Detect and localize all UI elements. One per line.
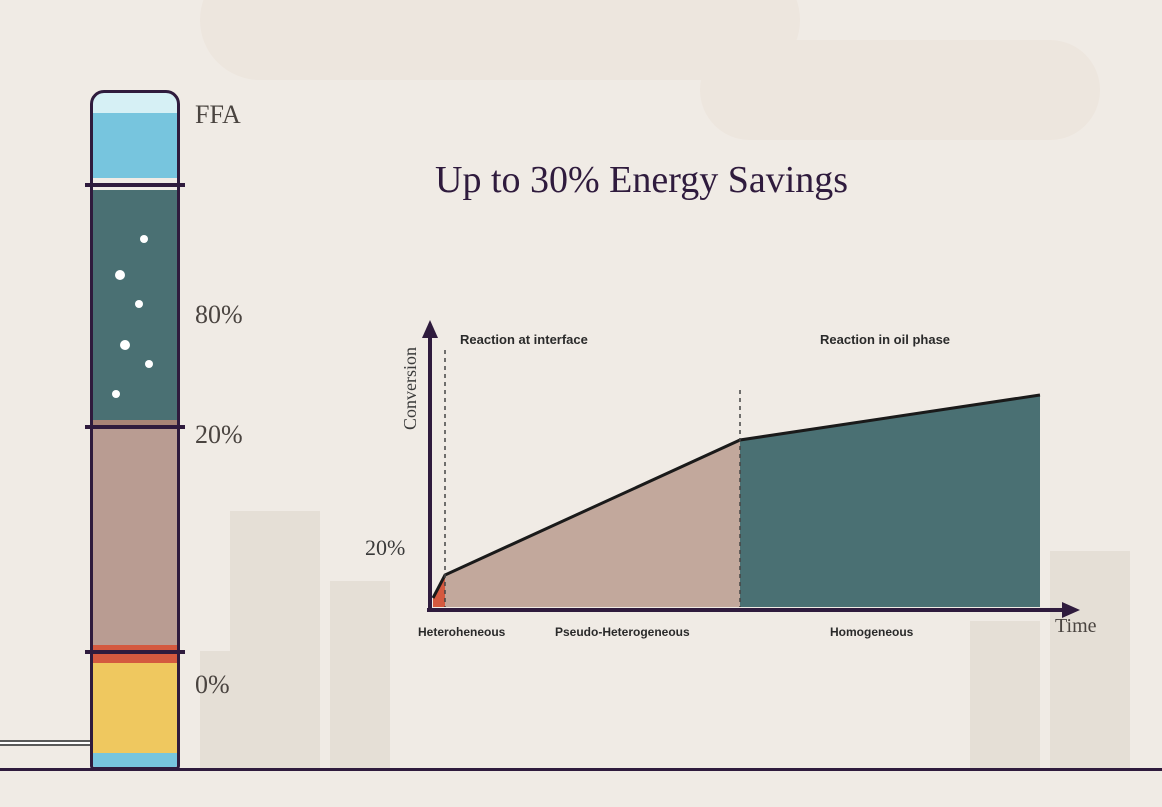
bottom-label-homo: Homogeneous [830,625,913,639]
skyline-silhouette [330,581,390,771]
conversion-chart [400,310,1100,640]
chart-x-label: Time [1055,615,1097,638]
inlet-pipe [0,740,90,746]
column-label-0: 0% [195,670,230,700]
column-outline [90,90,180,770]
page-title: Up to 30% Energy Savings [435,158,848,202]
region-homogeneous [740,395,1040,607]
region-pseudo-heterogeneous [445,440,740,607]
bottom-label-hetero: Heteroheneous [418,625,505,639]
ground-line [0,768,1162,771]
column-label-20: 20% [195,420,243,450]
chart-ytick-20: 20% [365,535,405,561]
skyline-silhouette [970,621,1040,771]
column-label-ffa: FFA [195,100,241,130]
reactor-column [90,90,180,770]
column-label-80: 80% [195,300,243,330]
bottom-label-pseudo: Pseudo-Heterogeneous [555,625,690,639]
top-label-interface: Reaction at interface [460,332,588,347]
top-label-oil-phase: Reaction in oil phase [820,332,950,347]
y-axis-arrow [422,320,438,338]
skyline-silhouette [200,651,250,771]
decorative-cloud [700,40,1100,140]
